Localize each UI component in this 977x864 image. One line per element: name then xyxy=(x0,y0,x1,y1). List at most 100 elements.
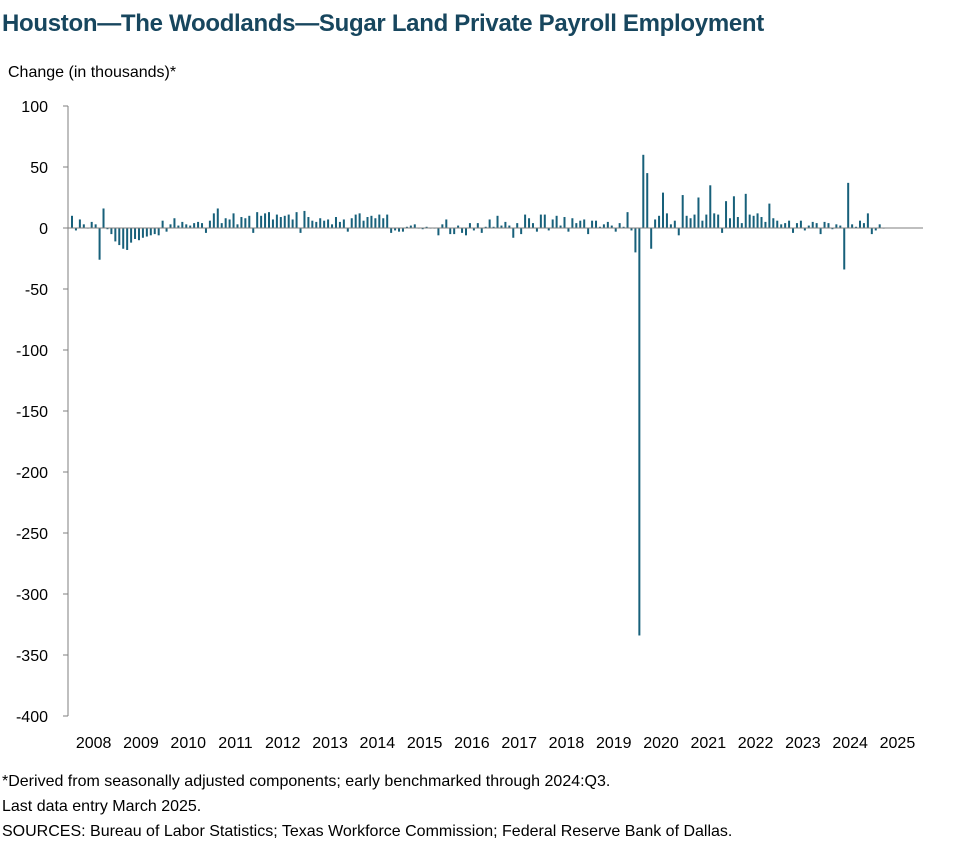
bar xyxy=(331,224,334,228)
bar xyxy=(575,223,578,228)
x-tick-label: 2008 xyxy=(76,735,112,752)
bar xyxy=(677,228,680,236)
bar xyxy=(197,221,200,228)
bar xyxy=(862,223,865,228)
bar xyxy=(705,214,708,228)
bar xyxy=(457,225,460,228)
bar xyxy=(492,226,495,228)
bar xyxy=(232,213,235,228)
bar xyxy=(126,228,129,250)
bar xyxy=(130,228,133,243)
bar xyxy=(819,228,822,235)
bar xyxy=(480,228,483,233)
bar xyxy=(650,228,653,249)
bar xyxy=(642,154,645,228)
bar xyxy=(137,228,140,241)
bar xyxy=(701,220,704,228)
bar xyxy=(240,217,243,228)
bar xyxy=(811,221,814,228)
bar xyxy=(78,219,81,228)
bar xyxy=(216,208,219,228)
bar xyxy=(425,226,428,228)
bar xyxy=(736,217,739,228)
bar xyxy=(173,218,176,228)
bar xyxy=(803,228,806,231)
bar xyxy=(662,192,664,228)
bar xyxy=(315,221,318,228)
bar xyxy=(744,193,747,228)
bar xyxy=(74,228,77,231)
bar xyxy=(220,223,223,228)
bar xyxy=(453,228,456,235)
bar xyxy=(728,218,731,228)
bar xyxy=(212,213,215,228)
bar xyxy=(193,223,196,228)
bar xyxy=(256,212,259,228)
bar xyxy=(169,224,172,228)
bar xyxy=(658,215,661,228)
bar xyxy=(275,214,278,228)
bar xyxy=(543,214,546,228)
x-tick-label: 2023 xyxy=(785,735,821,752)
bar xyxy=(437,228,440,236)
y-tick-label: -250 xyxy=(16,526,48,543)
y-tick-label: -350 xyxy=(16,648,48,665)
x-tick-label: 2024 xyxy=(832,735,868,752)
bar xyxy=(709,185,712,228)
bar xyxy=(579,220,582,228)
bar xyxy=(378,214,381,228)
bar xyxy=(630,228,633,231)
bar xyxy=(468,223,471,228)
bar xyxy=(788,220,791,228)
bar xyxy=(122,228,125,249)
bar xyxy=(307,217,310,228)
bar xyxy=(689,218,692,228)
bar xyxy=(98,228,101,260)
bar xyxy=(866,213,869,228)
bar xyxy=(598,226,601,228)
bar xyxy=(82,224,85,228)
bar xyxy=(334,217,337,228)
bar xyxy=(252,228,255,233)
bar xyxy=(236,224,239,228)
bar xyxy=(303,210,306,228)
bar xyxy=(587,228,590,235)
bar xyxy=(756,213,759,228)
bar xyxy=(697,197,700,228)
x-tick-label: 2018 xyxy=(549,735,585,752)
x-tick-label: 2014 xyxy=(360,735,396,752)
bar xyxy=(157,228,160,236)
bar xyxy=(878,224,881,228)
bar xyxy=(772,218,775,228)
bar xyxy=(859,220,861,228)
bar xyxy=(311,220,314,228)
y-tick-label: -300 xyxy=(16,587,48,604)
bar xyxy=(831,228,834,230)
bar xyxy=(319,218,322,228)
bar xyxy=(327,219,330,228)
y-tick-label: 0 xyxy=(39,221,48,238)
y-tick-label: 100 xyxy=(21,99,48,116)
y-tick-label: -50 xyxy=(25,282,48,299)
bar xyxy=(855,226,858,228)
bar xyxy=(725,201,728,228)
bar xyxy=(299,228,302,233)
bar xyxy=(71,215,73,228)
bar xyxy=(358,213,361,228)
bar xyxy=(559,225,562,228)
x-tick-label: 2019 xyxy=(596,735,632,752)
bar xyxy=(500,225,503,228)
bar xyxy=(295,212,298,228)
bar xyxy=(185,224,188,228)
bar xyxy=(114,228,117,242)
bar xyxy=(484,226,487,228)
bar xyxy=(366,217,369,228)
chart-title: Houston—The Woodlands—Sugar Land Private… xyxy=(2,10,764,37)
bar xyxy=(401,228,404,232)
bar xyxy=(287,214,290,228)
bar xyxy=(626,212,629,228)
bar xyxy=(606,221,609,228)
bar xyxy=(843,228,846,270)
bar xyxy=(496,215,499,228)
bar xyxy=(228,219,231,228)
